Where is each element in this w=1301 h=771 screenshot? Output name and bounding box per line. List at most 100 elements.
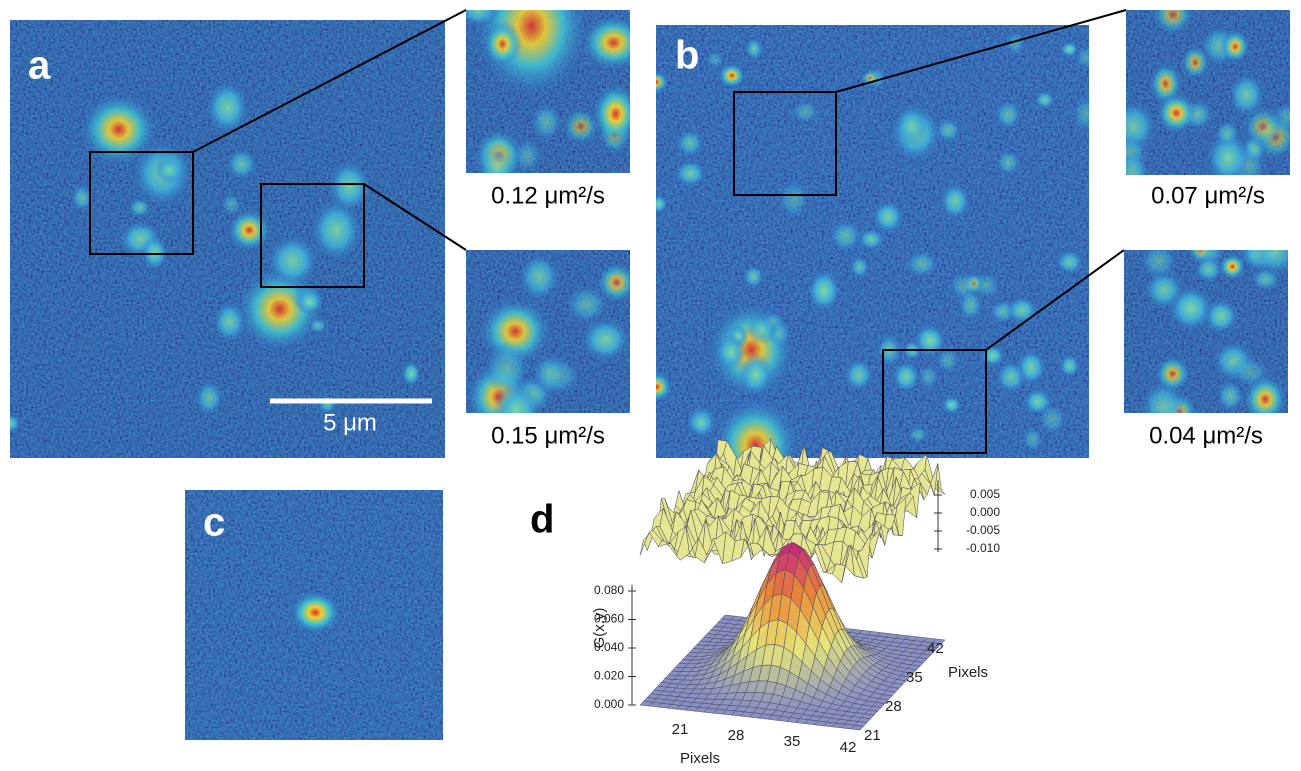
intensity-spot: [581, 318, 630, 362]
intensity-spot: [674, 160, 707, 188]
intensity-spot: [581, 14, 647, 70]
z-axis-label: G(x,y): [591, 608, 608, 649]
images: [0, 0, 1301, 740]
intensity-spot: [1022, 427, 1044, 452]
panel-label: a: [28, 44, 51, 88]
intensity-spot: [995, 100, 1022, 130]
intensity-spot: [141, 235, 169, 270]
intensity-spot: [641, 371, 673, 402]
micrograph: [1124, 228, 1299, 433]
intensity-spot: [226, 149, 256, 180]
intensity-spot: [309, 318, 327, 333]
intensity-spot: [513, 138, 542, 173]
intensity-spot: [1242, 106, 1283, 148]
z-tick-label: 0.080: [594, 583, 624, 597]
intensity-spot: [895, 105, 928, 145]
y-tick-label: 21: [864, 727, 881, 744]
intensity-spot: [940, 183, 971, 220]
intensity-spot: [745, 38, 763, 61]
intensity-spot: [791, 100, 819, 124]
intensity-spot: [1023, 388, 1052, 415]
micrograph: [458, 0, 646, 193]
intensity-spot: [777, 179, 810, 220]
intensity-spot: [401, 361, 421, 387]
intensity-spot: [807, 269, 841, 313]
intensity-spot: [596, 262, 637, 303]
panel-label: c: [203, 501, 225, 545]
y-axis-label: Pixels: [948, 664, 988, 681]
intensity-spot: [483, 21, 522, 67]
panel-label: d: [530, 498, 554, 542]
y-tick-label: 42: [927, 640, 944, 657]
z-tick-label: 0.000: [594, 697, 624, 711]
intensity-spot: [980, 345, 1005, 366]
intensity-spot: [267, 235, 319, 287]
intensity-spot: [289, 591, 341, 634]
intensity-spot: [1006, 296, 1037, 324]
intensity-spot: [716, 334, 746, 369]
intensity-spot: [195, 380, 223, 416]
micrograph: [641, 25, 1101, 492]
intensity-spot: [1059, 354, 1080, 377]
intensity-spot: [644, 71, 668, 94]
intensity-spot: [562, 107, 600, 145]
intensity-spot: [1195, 256, 1223, 283]
intensity-spot: [676, 129, 705, 157]
figure: 0.0800.0600.0400.0200.0000.0050.000-0.00…: [0, 0, 1301, 771]
scale-bar-label: 5 μm: [323, 409, 377, 436]
intensity-spot: [1056, 250, 1084, 275]
residual-tick-label: -0.005: [966, 523, 1000, 537]
diffusion-label: 0.04 μm²/s: [1149, 422, 1263, 449]
intensity-spot: [743, 265, 765, 289]
intensity-spot: [996, 149, 1021, 176]
x-tick-label: 28: [728, 727, 745, 744]
intensity-spot: [958, 289, 983, 321]
y-tick-label: 35: [906, 669, 923, 686]
intensity-spot: [1115, 150, 1149, 194]
intensity-spot: [649, 195, 668, 214]
intensity-spot: [213, 301, 247, 343]
intensity-spot: [1215, 120, 1240, 147]
intensity-spot: [829, 219, 863, 252]
intensity-spot: [1243, 375, 1287, 424]
x-tick-label: 35: [784, 733, 801, 750]
intensity-spot: [850, 256, 870, 279]
micrograph: [0, 20, 445, 458]
intensity-spot: [1180, 45, 1210, 80]
intensity-spot: [1156, 93, 1196, 134]
intensity-spot: [905, 250, 939, 277]
x-tick-label: 21: [672, 721, 689, 738]
intensity-spot: [705, 51, 724, 68]
intensity-spot: [1060, 41, 1079, 57]
intensity-spot: [747, 315, 778, 344]
x-axis-label: Pixels: [680, 750, 720, 767]
diffusion-label: 0.15 μm²/s: [491, 422, 605, 449]
surface-plot: 0.0800.0600.0400.0200.0000.0050.000-0.00…: [594, 439, 1000, 756]
intensity-spot: [1168, 286, 1213, 331]
intensity-spot: [1034, 91, 1055, 109]
intensity-spot: [908, 426, 929, 444]
intensity-spot: [1155, 356, 1191, 392]
micrograph: [1111, 0, 1301, 194]
intensity-spot: [154, 158, 183, 183]
intensity-spot: [530, 103, 562, 142]
intensity-spot: [872, 200, 904, 233]
x-tick-label: 42: [840, 739, 857, 756]
intensity-spot: [592, 83, 639, 144]
intensity-spot: [942, 396, 961, 414]
y-tick-label: 28: [885, 698, 902, 715]
intensity-spot: [532, 353, 567, 395]
residual-tick-label: 0.005: [970, 487, 1000, 501]
micrograph: [466, 250, 637, 438]
intensity-spot: [892, 360, 920, 392]
panel-label: b: [675, 34, 699, 78]
intensity-spot: [128, 198, 151, 218]
intensity-spot: [519, 253, 560, 302]
intensity-spot: [844, 359, 874, 392]
intensity-spot: [918, 364, 939, 389]
residual-tick-label: 0.000: [970, 505, 1000, 519]
residual-tick-label: -0.010: [966, 541, 1000, 555]
intensity-spot: [296, 289, 323, 314]
intensity-spot: [1072, 96, 1100, 132]
intensity-spot: [996, 361, 1026, 394]
